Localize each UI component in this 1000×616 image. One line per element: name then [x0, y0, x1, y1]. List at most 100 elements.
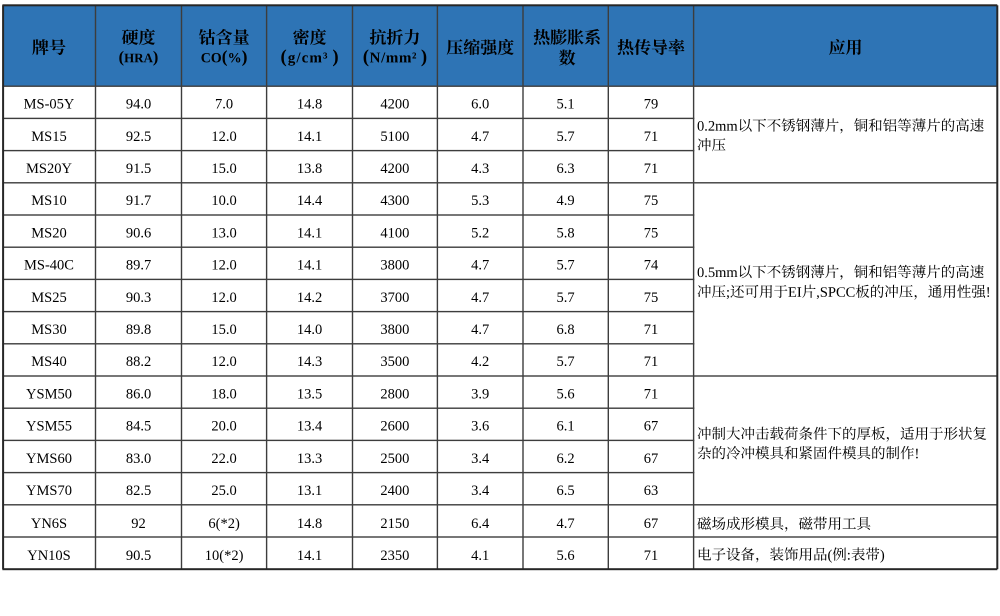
- svg-text:2150: 2150: [380, 516, 409, 532]
- svg-text:12.0: 12.0: [211, 258, 236, 274]
- svg-text:4300: 4300: [380, 193, 409, 209]
- svg-text:15.0: 15.0: [211, 161, 236, 177]
- svg-text:71: 71: [644, 129, 659, 145]
- svg-text:86.0: 86.0: [126, 386, 151, 402]
- svg-text:2500: 2500: [380, 451, 409, 467]
- svg-text:YN10S: YN10S: [27, 548, 71, 564]
- svg-text:90.3: 90.3: [126, 290, 151, 306]
- svg-text:6.5: 6.5: [557, 483, 575, 499]
- svg-text:6.3: 6.3: [557, 161, 575, 177]
- svg-text:14.1: 14.1: [297, 225, 322, 241]
- svg-text:13.1: 13.1: [297, 483, 322, 499]
- svg-text:6.8: 6.8: [557, 322, 575, 338]
- svg-text:YSM55: YSM55: [26, 419, 72, 435]
- svg-text:2800: 2800: [380, 386, 409, 402]
- svg-text:2350: 2350: [380, 548, 409, 564]
- svg-text:4.3: 4.3: [471, 161, 489, 177]
- svg-text:12.0: 12.0: [211, 354, 236, 370]
- svg-text:YMS70: YMS70: [26, 483, 72, 499]
- svg-text:89.8: 89.8: [126, 322, 151, 338]
- svg-text:13.5: 13.5: [297, 386, 322, 402]
- svg-text:63: 63: [644, 483, 659, 499]
- svg-text:88.2: 88.2: [126, 354, 151, 370]
- svg-text:7.0: 7.0: [215, 97, 233, 113]
- svg-text:5.6: 5.6: [557, 548, 575, 564]
- svg-text:MS40: MS40: [31, 354, 66, 370]
- svg-text:18.0: 18.0: [211, 386, 236, 402]
- svg-text:13.8: 13.8: [297, 161, 322, 177]
- svg-text:84.5: 84.5: [126, 419, 151, 435]
- svg-text:67: 67: [644, 419, 659, 435]
- svg-text:4100: 4100: [380, 225, 409, 241]
- svg-text:13.4: 13.4: [297, 419, 323, 435]
- svg-text:3800: 3800: [380, 322, 409, 338]
- svg-text:71: 71: [644, 548, 659, 564]
- svg-text:MS-05Y: MS-05Y: [24, 97, 75, 113]
- svg-text:4.7: 4.7: [557, 516, 575, 532]
- svg-text:75: 75: [644, 193, 659, 209]
- svg-text:94.0: 94.0: [126, 97, 151, 113]
- svg-text:74: 74: [644, 258, 659, 274]
- svg-text:3.9: 3.9: [471, 386, 489, 402]
- svg-text:14.0: 14.0: [297, 322, 322, 338]
- svg-text:3500: 3500: [380, 354, 409, 370]
- svg-text:67: 67: [644, 451, 659, 467]
- svg-text:71: 71: [644, 386, 659, 402]
- svg-text:75: 75: [644, 290, 659, 306]
- svg-text:15.0: 15.0: [211, 322, 236, 338]
- svg-text:5.8: 5.8: [557, 225, 575, 241]
- svg-text:3.4: 3.4: [471, 451, 490, 467]
- svg-text:91.5: 91.5: [126, 161, 151, 177]
- svg-text:4.9: 4.9: [557, 193, 575, 209]
- svg-text:14.3: 14.3: [297, 354, 322, 370]
- svg-text:75: 75: [644, 225, 659, 241]
- svg-text:5.7: 5.7: [557, 129, 575, 145]
- svg-text:MS-40C: MS-40C: [24, 258, 74, 274]
- svg-text:92: 92: [131, 516, 146, 532]
- svg-text:6.0: 6.0: [471, 97, 489, 113]
- svg-text:10(*2): 10(*2): [205, 548, 244, 564]
- svg-text:MS15: MS15: [31, 129, 66, 145]
- svg-text:YMS60: YMS60: [26, 451, 72, 467]
- svg-text:92.5: 92.5: [126, 129, 151, 145]
- svg-text:22.0: 22.0: [211, 451, 236, 467]
- svg-text:4200: 4200: [380, 161, 409, 177]
- svg-text:5.3: 5.3: [471, 193, 489, 209]
- svg-text:4.7: 4.7: [471, 258, 489, 274]
- svg-text:83.0: 83.0: [126, 451, 151, 467]
- svg-text:71: 71: [644, 354, 659, 370]
- svg-text:4.7: 4.7: [471, 290, 489, 306]
- svg-text:3700: 3700: [380, 290, 409, 306]
- svg-text:12.0: 12.0: [211, 290, 236, 306]
- svg-text:6.2: 6.2: [557, 451, 575, 467]
- svg-text:5.1: 5.1: [557, 97, 575, 113]
- svg-text:14.1: 14.1: [297, 129, 322, 145]
- svg-text:4.2: 4.2: [471, 354, 489, 370]
- svg-text:10.0: 10.0: [211, 193, 236, 209]
- svg-text:3800: 3800: [380, 258, 409, 274]
- svg-text:6(*2): 6(*2): [208, 516, 240, 532]
- svg-text:4.7: 4.7: [471, 129, 489, 145]
- svg-text:4200: 4200: [380, 97, 409, 113]
- svg-text:YSM50: YSM50: [26, 386, 72, 402]
- svg-text:YN6S: YN6S: [31, 516, 67, 532]
- svg-text:5.2: 5.2: [471, 225, 489, 241]
- svg-text:MS10: MS10: [31, 193, 66, 209]
- svg-text:14.1: 14.1: [297, 258, 322, 274]
- svg-text:6.4: 6.4: [471, 516, 490, 532]
- svg-text:90.5: 90.5: [126, 548, 151, 564]
- svg-text:91.7: 91.7: [126, 193, 151, 209]
- svg-text:14.2: 14.2: [297, 290, 322, 306]
- svg-text:5.7: 5.7: [557, 354, 575, 370]
- svg-text:13.0: 13.0: [211, 225, 236, 241]
- svg-text:82.5: 82.5: [126, 483, 151, 499]
- svg-text:89.7: 89.7: [126, 258, 151, 274]
- svg-text:5100: 5100: [380, 129, 409, 145]
- svg-text:12.0: 12.0: [211, 129, 236, 145]
- svg-text:2600: 2600: [380, 419, 409, 435]
- svg-text:2400: 2400: [380, 483, 409, 499]
- svg-text:71: 71: [644, 161, 659, 177]
- svg-text:4.7: 4.7: [471, 322, 489, 338]
- svg-text:14.4: 14.4: [297, 193, 323, 209]
- svg-text:3.4: 3.4: [471, 483, 490, 499]
